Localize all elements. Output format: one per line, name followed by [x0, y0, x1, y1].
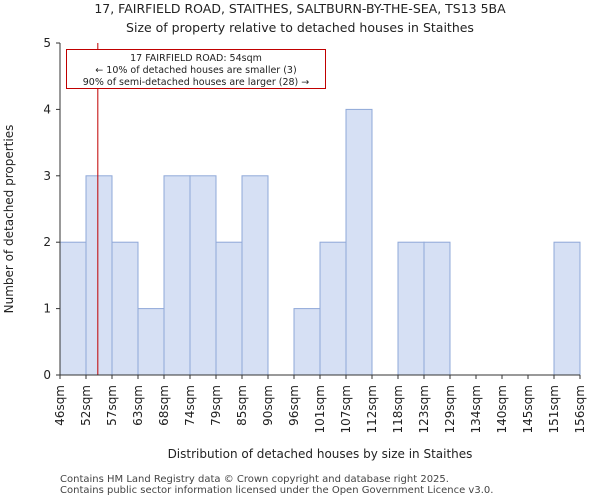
bar-101sqm — [319, 241, 347, 376]
bar-79sqm — [215, 241, 243, 376]
x-tick-label-112sqm: 112sqm — [365, 385, 379, 433]
x-tick-label-145sqm: 145sqm — [521, 385, 535, 433]
annotation-line-2: ← 10% of detached houses are smaller (3) — [95, 65, 297, 76]
x-axis-label: Distribution of detached houses by size … — [168, 447, 473, 461]
x-tick-label-68sqm: 68sqm — [157, 385, 171, 426]
bar-68sqm — [163, 175, 191, 376]
footer-line-2: Contains public sector information licen… — [60, 485, 494, 496]
x-tick-label-57sqm: 57sqm — [105, 385, 119, 426]
bar-85sqm — [241, 175, 269, 376]
chart-title: 17, FAIRFIELD ROAD, STAITHES, SALTBURN-B… — [94, 1, 506, 16]
x-tick-label-151sqm: 151sqm — [547, 385, 561, 433]
x-tick-label-140sqm: 140sqm — [495, 385, 509, 433]
x-tick-label-63sqm: 63sqm — [131, 385, 145, 426]
x-tick-label-96sqm: 96sqm — [287, 385, 301, 426]
bar-151sqm — [553, 241, 581, 376]
x-tick-label-134sqm: 134sqm — [469, 385, 483, 433]
x-tick-label-123sqm: 123sqm — [417, 385, 431, 433]
footer-line-1: Contains HM Land Registry data © Crown c… — [60, 474, 449, 485]
bar-123sqm — [423, 241, 451, 376]
bar-74sqm — [189, 175, 217, 376]
y-tick-label-3: 3 — [43, 169, 51, 183]
y-axis-label: Number of detached properties — [2, 125, 16, 314]
bar-57sqm — [111, 241, 139, 376]
y-tick-label-4: 4 — [43, 102, 51, 116]
x-tick-label-107sqm: 107sqm — [339, 385, 353, 433]
bar-107sqm — [345, 108, 373, 376]
annotation-line-1: 17 FAIRFIELD ROAD: 54sqm — [130, 53, 262, 64]
bar-96sqm — [293, 308, 321, 376]
x-tick-label-129sqm: 129sqm — [443, 385, 457, 433]
bar-63sqm — [137, 308, 165, 376]
bar-46sqm — [59, 241, 87, 376]
x-tick-label-90sqm: 90sqm — [261, 385, 275, 426]
x-tick-label-74sqm: 74sqm — [183, 385, 197, 426]
y-tick-label-5: 5 — [43, 36, 51, 50]
x-tick-label-101sqm: 101sqm — [313, 385, 327, 433]
x-tick-label-156sqm: 156sqm — [573, 385, 587, 433]
bar-118sqm — [397, 241, 425, 376]
y-tick-label-1: 1 — [43, 302, 51, 316]
annotation-line-3: 90% of semi-detached houses are larger (… — [82, 77, 310, 88]
marker-annotation-box: 17 FAIRFIELD ROAD: 54sqm ← 10% of detach… — [66, 49, 326, 89]
x-tick-label-79sqm: 79sqm — [209, 385, 223, 426]
x-tick-label-85sqm: 85sqm — [235, 385, 249, 426]
chart-subtitle: Size of property relative to detached ho… — [126, 20, 474, 35]
y-tick-label-0: 0 — [43, 368, 51, 382]
x-tick-label-46sqm: 46sqm — [53, 385, 67, 426]
bar-52sqm — [85, 175, 113, 376]
y-tick-label-2: 2 — [43, 235, 51, 249]
x-tick-label-52sqm: 52sqm — [79, 385, 93, 426]
x-tick-label-118sqm: 118sqm — [391, 385, 405, 433]
